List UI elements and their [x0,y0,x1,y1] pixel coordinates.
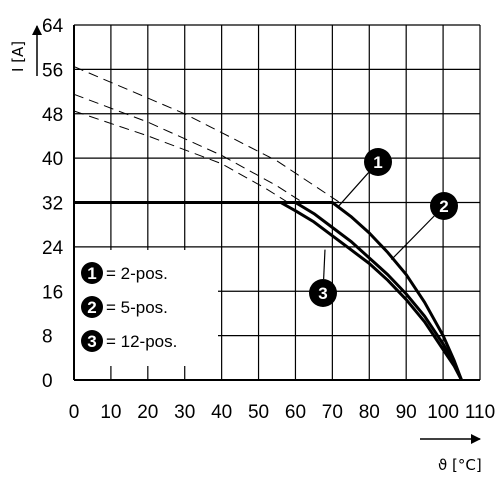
curve-3-derating [74,201,463,381]
x-tick-label: 70 [322,402,343,423]
legend-label: = 2-pos. [106,264,168,283]
y-tick-label: 48 [42,105,63,126]
curves [73,66,463,381]
tick-labels: 0 10 20 30 40 50 60 70 80 90 100 110081624324048566… [42,16,495,423]
y-tick-label: 56 [42,60,63,81]
legend-label: = 12-pos. [106,332,177,351]
x-tick-label: 10 [100,402,121,423]
legend-marker-3 [81,330,103,352]
legend: 1 = 2-pos. 2 = 5-pos. 3 = 12-pos. [75,250,218,366]
callout-leader-1 [337,172,370,208]
x-tick-label: 90 [396,402,417,423]
y-axis-label: I [A] [9,41,27,72]
callout-marker-1 [364,148,392,176]
x-tick-label: 30 [174,402,195,423]
callout-leader-2 [390,215,435,261]
x-tick-label: 60 [285,402,306,423]
legend-marker-number: 1 [87,264,96,283]
x-tick-label: 20 [137,402,158,423]
x-tick-label: 100 [427,402,459,423]
y-tick-label: 40 [42,149,63,170]
callout-leader-3 [323,249,326,280]
callout-marker-3 [309,279,337,307]
curve-1-derating [74,201,463,381]
x-tick-label: 0 [69,402,80,423]
x-tick-label: 80 [359,402,380,423]
legend-marker-2 [81,296,103,318]
callout-marker-2 [430,192,458,220]
legend-marker-number: 3 [87,332,96,351]
x-axis-label: ϑ [°C] [438,456,482,474]
y-tick-label: 0 [42,371,53,392]
curve-3-dashed [73,110,289,203]
y-tick-label: 24 [42,238,64,259]
curve-2-derating [74,201,463,381]
legend-label: = 5-pos. [106,298,168,317]
y-tick-label: 16 [42,282,63,303]
legend-marker-number: 2 [87,298,96,317]
callout-number: 3 [318,284,327,303]
callout-number: 2 [439,197,448,216]
curve-1-dashed [73,66,340,203]
callout-number: 1 [373,153,382,172]
y-tick-label: 8 [42,327,53,348]
legend-marker-1 [81,262,103,284]
curve-2-dashed [73,93,304,203]
x-tick-label: 40 [211,402,232,423]
x-tick-label: 110 [465,402,495,423]
y-tick-label: 32 [42,194,63,215]
callouts: 1 2 3 [309,148,458,307]
y-tick-label: 64 [42,16,64,37]
x-tick-label: 50 [248,402,269,423]
